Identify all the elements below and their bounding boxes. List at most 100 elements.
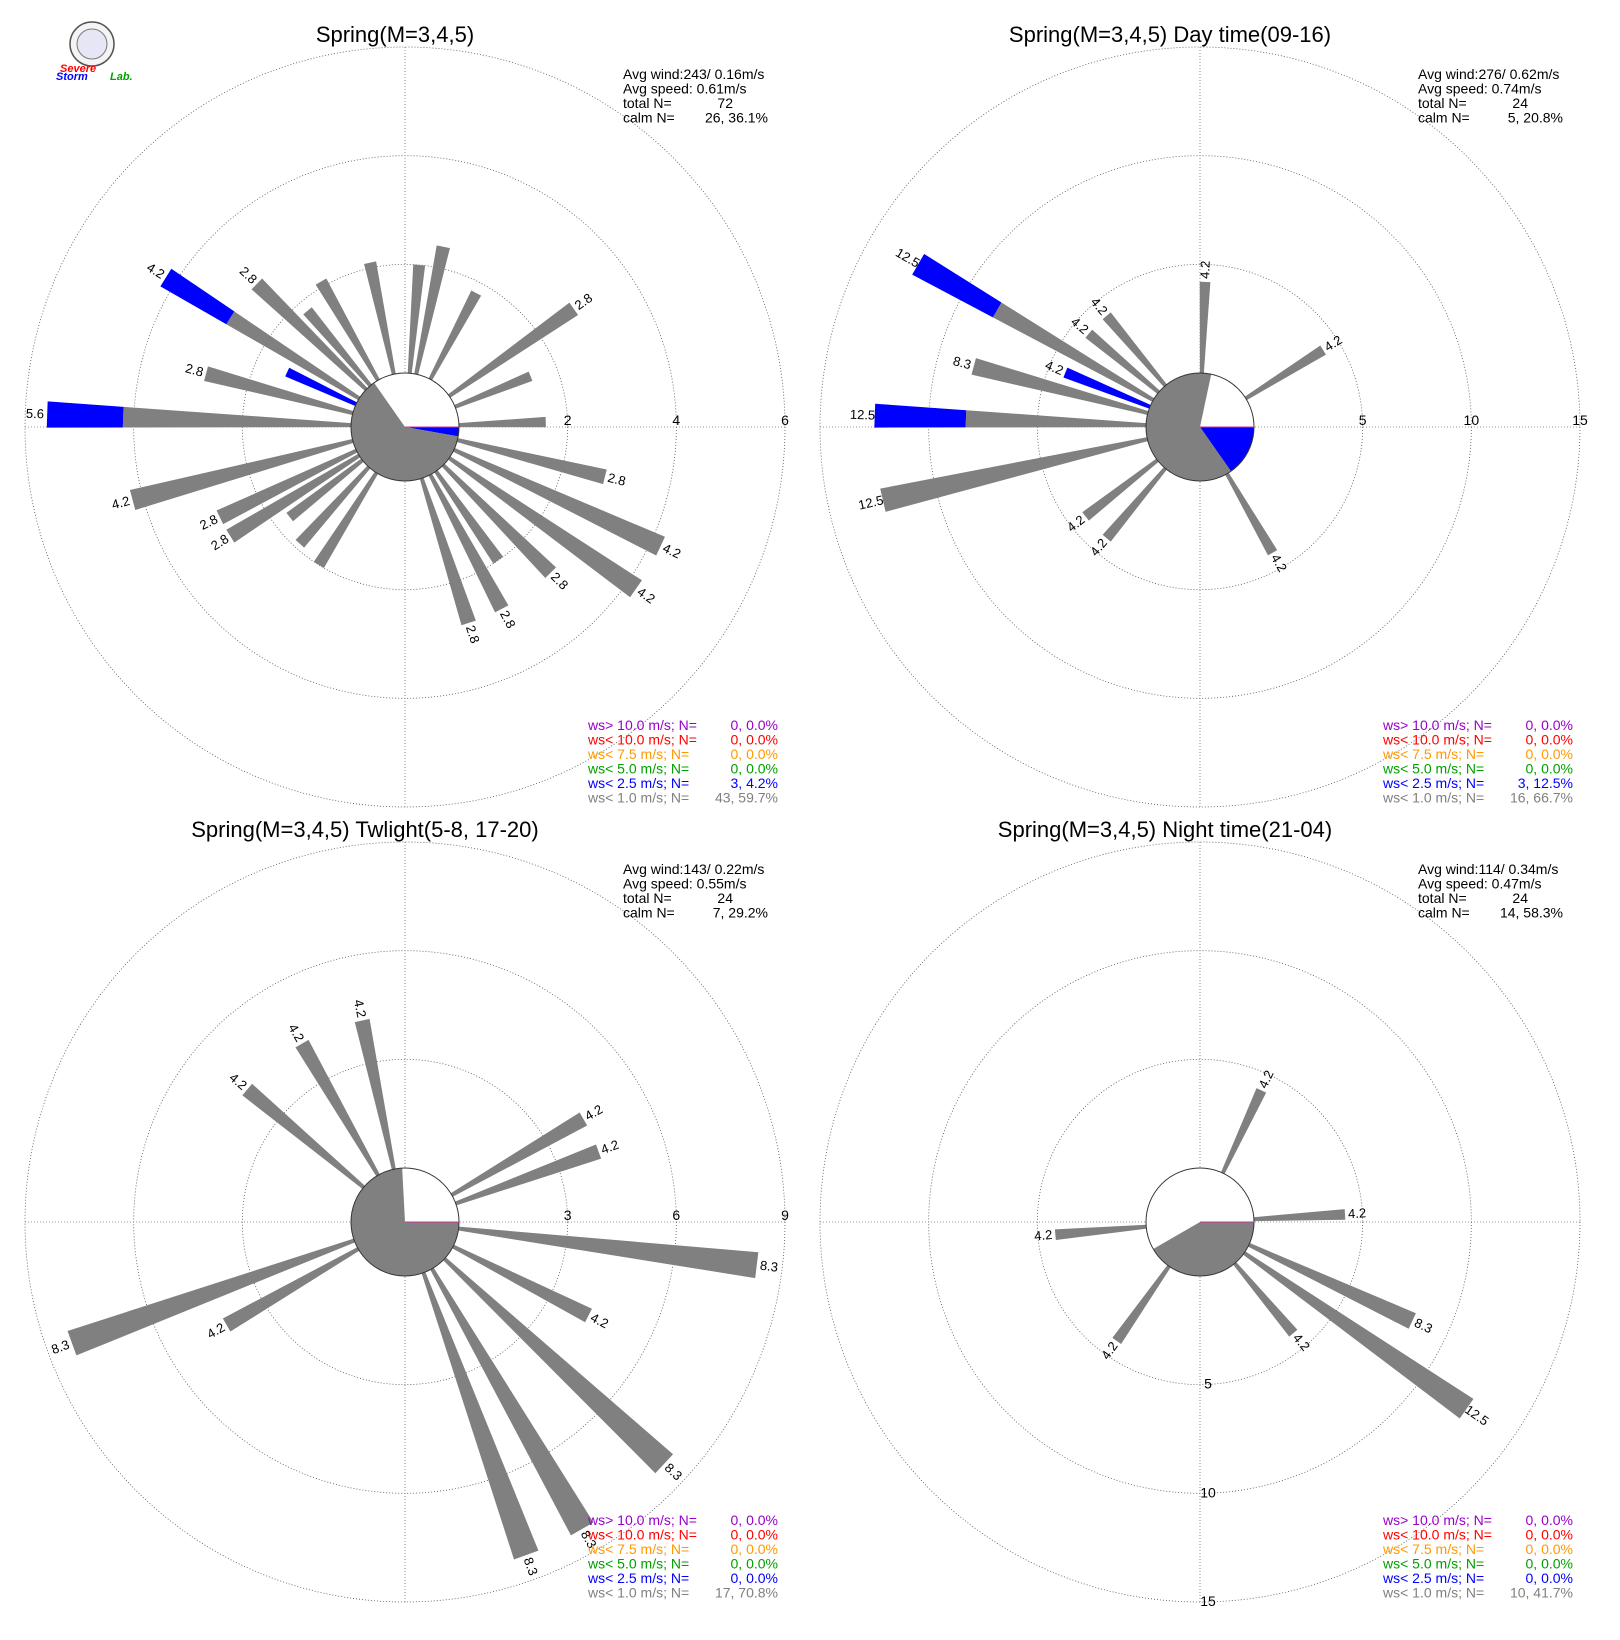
- calm-value: 7, 29.2%: [713, 905, 768, 921]
- bar-250deg: 8.3: [49, 1238, 355, 1357]
- bar-segment-gray: [251, 278, 368, 391]
- chart-title: Spring(M=3,4,5) Twlight(5-8, 17-20): [191, 817, 538, 842]
- tick-label: 2: [564, 412, 572, 428]
- bar-value-label: 2.8: [184, 360, 205, 379]
- bar-97deg: 8.3: [458, 1226, 779, 1279]
- info-line: Avg speed: 0.55m/s: [623, 876, 746, 892]
- chart-title: Spring(M=3,4,5) Night time(21-04): [998, 817, 1332, 842]
- legend-entry-label: ws< 5.0 m/s; N=: [1382, 1556, 1484, 1572]
- bar-value-label: 4.2: [1034, 1227, 1053, 1244]
- bar-value-label: 4.2: [1064, 512, 1087, 535]
- total-value: 24: [1512, 890, 1528, 906]
- bar-segment-gray: [242, 1083, 365, 1189]
- bar-value-label: 12.5: [857, 492, 885, 512]
- logo-text-severe: Severe: [60, 63, 96, 75]
- tick-label: 4: [672, 412, 680, 428]
- legend-entry-value: 43, 59.7%: [715, 790, 778, 806]
- bar-value-label: 4.2: [285, 1021, 307, 1044]
- total-value: 24: [717, 890, 733, 906]
- lab-logo: Severe Storm Lab.: [56, 21, 133, 83]
- bar-segment-gray: [453, 448, 665, 556]
- bar-segment-gray: [1054, 1224, 1147, 1240]
- bar-segment-blue: [874, 403, 967, 428]
- bar-value-label: 8.3: [759, 1258, 779, 1275]
- bar-value-label: 4.2: [635, 584, 658, 607]
- legend-entry-label: ws< 2.5 m/s; N=: [1382, 1570, 1484, 1586]
- bar-value-label: 4.2: [1255, 1068, 1276, 1091]
- bar-320deg: [303, 307, 372, 387]
- bar-310deg: 4.2: [226, 1070, 365, 1189]
- bar-segment-gray: [430, 1267, 594, 1536]
- bar-value-label: 8.3: [521, 1555, 541, 1577]
- bar-value-label: 4.2: [226, 1070, 249, 1093]
- info-line: Avg speed: 0.47m/s: [1418, 876, 1541, 892]
- bar-segment-gray: [1102, 467, 1167, 542]
- bar-value-label: 4.2: [351, 998, 369, 1019]
- bar-265deg: 4.2: [1034, 1224, 1147, 1244]
- bar-value-label: 4.2: [1088, 294, 1111, 317]
- bar-segment-gray: [450, 1112, 588, 1197]
- bar-257deg: 12.5: [857, 437, 1148, 513]
- legend-entry-value: 0, 0.0%: [1526, 1527, 1573, 1543]
- info-line: Avg speed: 0.74m/s: [1418, 81, 1541, 97]
- bar-272deg: 5.6: [26, 401, 352, 428]
- legend-entry-label: ws< 10.0 m/s; N=: [587, 1527, 697, 1543]
- bar-value-label: 4.2: [588, 1310, 611, 1332]
- bar-value-label: 2.8: [606, 470, 627, 489]
- bar-segment-gray: [434, 470, 504, 564]
- bar-segment-gray: [1112, 1265, 1171, 1344]
- info-line: Avg wind:276/ 0.62m/s: [1418, 66, 1559, 82]
- bar-330deg: [315, 278, 380, 382]
- bar-value-label: 4.2: [1068, 314, 1091, 337]
- tick-label: 6: [781, 412, 789, 428]
- bar-segment-gray: [458, 416, 546, 428]
- legend-entry-value: 0, 0.0%: [1526, 1570, 1573, 1586]
- bar-segment-gray: [295, 1039, 380, 1177]
- bar-25deg: 4.2: [1221, 1068, 1277, 1174]
- tick-label: 15: [1200, 1593, 1216, 1609]
- tick-label: 6: [672, 1207, 680, 1223]
- bar-segment-gray: [443, 1257, 674, 1474]
- legend-entry-value: 0, 0.0%: [731, 746, 778, 762]
- bar-segment-gray: [414, 245, 450, 375]
- bar-115deg: 8.3: [1248, 1243, 1435, 1336]
- total-label: total N=: [1418, 890, 1467, 906]
- bar-value-label: 4.2: [144, 260, 167, 282]
- bar-segment-gray: [452, 1244, 592, 1323]
- bar-segment-gray: [313, 471, 379, 569]
- info-line: Avg wind:114/ 0.34m/s: [1418, 861, 1558, 877]
- legend-entry-label: ws> 10.0 m/s; N=: [587, 1512, 697, 1528]
- legend-entry-label: ws< 1.0 m/s; N=: [587, 790, 689, 806]
- total-label: total N=: [623, 95, 672, 111]
- bar-segment-gray: [1233, 1262, 1298, 1337]
- legend-entry-label: ws< 7.5 m/s; N=: [1382, 1541, 1484, 1557]
- legend-entry-value: 17, 70.8%: [715, 1585, 778, 1601]
- total-value: 24: [1512, 95, 1528, 111]
- legend-entry-value: 3, 12.5%: [1518, 775, 1573, 791]
- calm-value: 26, 36.1%: [705, 110, 768, 126]
- legend-entry-label: ws< 1.0 m/s; N=: [587, 1585, 689, 1601]
- bar-segment-gray: [226, 311, 361, 401]
- chart-title: Spring(M=3,4,5) Day time(09-16): [1009, 22, 1331, 47]
- logo-text-storm: Storm: [56, 71, 88, 83]
- bar-5deg: [407, 264, 426, 374]
- legend-entry-label: ws< 5.0 m/s; N=: [1382, 761, 1484, 777]
- grid-ring: [241, 1058, 569, 1386]
- bar-value-label: 2.8: [463, 623, 483, 645]
- tick-label: 10: [1464, 412, 1480, 428]
- legend-entry-label: ws< 7.5 m/s; N=: [587, 746, 689, 762]
- bar-232deg: [286, 458, 364, 522]
- bar-value-label: 2.8: [237, 263, 260, 286]
- bar-segment-gray: [122, 406, 352, 428]
- bar-70deg: 4.2: [455, 1137, 621, 1206]
- wind-rose-panel-4: 510154.24.28.312.54.24.24.2Spring(M=3,4,…: [819, 817, 1581, 1609]
- calm-value: 14, 58.3%: [1500, 905, 1563, 921]
- bar-segment-gray: [222, 1247, 360, 1332]
- bar-value-label: 4.2: [582, 1101, 605, 1123]
- chart-title: Spring(M=3,4,5): [316, 22, 474, 47]
- bar-222deg: [295, 465, 371, 548]
- tick-label: 5: [1204, 1376, 1212, 1392]
- calm-wedge-gray: [1153, 1222, 1254, 1276]
- bar-segment-gray: [129, 439, 354, 510]
- bar-value-label: 4.2: [1290, 1330, 1313, 1353]
